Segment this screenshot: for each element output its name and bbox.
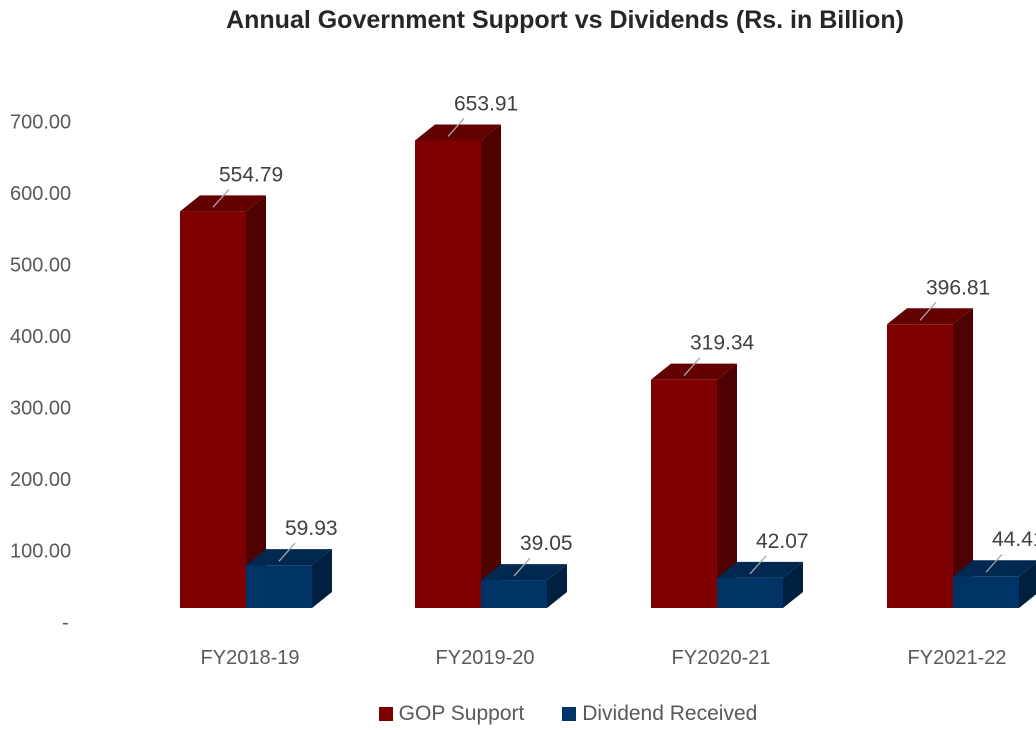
data-label-leader xyxy=(749,555,767,575)
legend-swatch-dividend xyxy=(562,707,577,721)
bar-gop-2: 319.34 xyxy=(651,332,755,608)
bar-front xyxy=(887,324,953,608)
bar-top xyxy=(887,308,973,325)
y-tick-label: - xyxy=(62,612,69,634)
bar-top xyxy=(953,560,1036,577)
bar-gop-1: 653.91 xyxy=(415,92,518,609)
bar-gop-0: 554.79 xyxy=(180,163,283,609)
legend-label-dividend: Dividend Received xyxy=(582,702,758,725)
bar-dividend-3: 44.41 xyxy=(953,528,1036,608)
data-label-leader xyxy=(447,118,465,137)
bar-gop-3: 396.81 xyxy=(887,276,990,608)
x-category-label: FY2020-21 xyxy=(672,647,771,669)
legend-item-dividend[interactable]: Dividend Received xyxy=(562,702,757,726)
bar-side xyxy=(783,561,803,608)
y-tick-label: 100.00 xyxy=(10,541,71,563)
bar-top xyxy=(481,564,567,581)
bar-side xyxy=(246,195,266,609)
bar-dividend-1: 39.05 xyxy=(481,532,573,608)
bar-front xyxy=(180,211,246,609)
bar-side xyxy=(1019,562,1036,608)
y-tick-label: 300.00 xyxy=(10,398,71,420)
data-label-leader xyxy=(278,542,296,562)
x-category-label: FY2021-22 xyxy=(908,647,1007,669)
bar-front xyxy=(481,580,547,608)
data-label: 319.34 xyxy=(690,332,755,355)
bar-side xyxy=(547,564,567,608)
bar-top xyxy=(651,363,737,380)
bar-dividend-2: 42.07 xyxy=(717,530,809,608)
bar-front xyxy=(717,577,783,608)
y-tick-label: 700.00 xyxy=(10,112,71,134)
y-axis: - 100.00 200.00 300.00 400.00 500.00 600.00 700… xyxy=(10,112,71,635)
y-tick-label: 200.00 xyxy=(10,469,71,491)
x-category-label: FY2018-19 xyxy=(201,647,300,669)
bar-front xyxy=(415,140,481,608)
x-category-label: FY2019-20 xyxy=(436,647,535,669)
bar-front xyxy=(953,576,1019,608)
bar-front xyxy=(651,379,717,608)
legend: GOP Support Dividend Received xyxy=(0,702,1036,727)
data-label: 42.07 xyxy=(756,530,809,553)
data-label: 554.79 xyxy=(219,163,283,186)
data-label: 59.93 xyxy=(285,517,338,540)
legend-item-gop[interactable]: GOP Support xyxy=(378,702,525,726)
legend-swatch-gop xyxy=(378,707,393,721)
data-label-leader xyxy=(683,357,701,377)
data-label-leader xyxy=(985,553,1003,573)
data-label: 396.81 xyxy=(926,276,990,299)
chart-title: Annual Government Support vs Dividends (… xyxy=(226,6,904,34)
bar-front xyxy=(246,565,312,608)
bar-top xyxy=(246,549,332,566)
bar-top xyxy=(717,561,803,578)
data-label-leader xyxy=(212,188,230,208)
y-tick-label: 500.00 xyxy=(10,255,71,277)
data-label: 39.05 xyxy=(520,532,573,555)
data-label: 653.91 xyxy=(454,92,518,115)
bar-dividend-0: 59.93 xyxy=(246,517,338,608)
data-label: 44.41 xyxy=(992,528,1036,551)
bar-side xyxy=(717,363,737,608)
y-tick-label: 400.00 xyxy=(10,326,71,348)
y-tick-label: 600.00 xyxy=(10,183,71,205)
bar-top xyxy=(415,124,501,141)
bar-top xyxy=(180,195,266,212)
bar-side xyxy=(312,549,332,608)
x-axis: FY2018-19 FY2019-20 FY2020-21 FY2021-22 xyxy=(201,647,1007,669)
data-label-leader xyxy=(513,557,531,577)
data-label-leader xyxy=(919,301,937,321)
legend-label-gop: GOP Support xyxy=(398,702,525,725)
bar-side xyxy=(953,308,973,608)
bar-side xyxy=(481,124,501,609)
bars: 554.79 59.93 653.91 39.05 319.34 42.07 396.81 4… xyxy=(180,92,1036,609)
